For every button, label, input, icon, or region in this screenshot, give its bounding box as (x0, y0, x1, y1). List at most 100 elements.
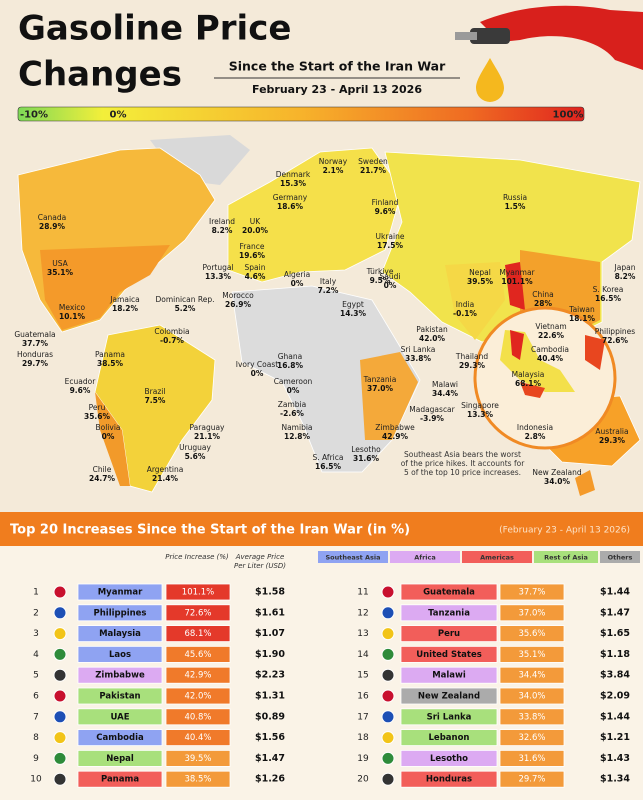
country-value: 26.9% (225, 300, 252, 309)
country-name: Guatemala (14, 330, 55, 339)
flag (53, 627, 67, 641)
flag (53, 585, 67, 599)
country-name: Australia (595, 427, 628, 436)
country-cell (77, 770, 163, 788)
country-name: Italy (320, 277, 337, 286)
country-value: 16.8% (277, 361, 304, 370)
country-value: 9.6% (375, 207, 396, 216)
country-cell (400, 625, 498, 642)
country-name: Canada (38, 213, 67, 222)
country: Tanzania (428, 608, 470, 618)
country: Myanmar (98, 588, 143, 598)
country-value: 9.6% (70, 386, 91, 395)
price: $3.84 (600, 670, 630, 681)
country-name: Ghana (278, 352, 303, 361)
country-name: Myanmar (499, 268, 535, 277)
country-name: China (532, 290, 553, 299)
increase-cell (165, 666, 231, 684)
country-value: 37.7% (22, 339, 49, 348)
country-name: Lesotho (351, 445, 381, 454)
column-header-box: Price Increase (%) (165, 553, 229, 561)
increase-cell (165, 625, 231, 642)
country: Zimbabwe (95, 671, 145, 681)
rank: 8 (33, 733, 39, 743)
price: $1.07 (255, 628, 285, 639)
increase-cell (499, 583, 565, 601)
increase-cell (165, 770, 231, 788)
country-name: Germany (273, 193, 308, 202)
increase: 68.1% (184, 629, 211, 639)
country-value: 1.5% (505, 202, 526, 211)
country-value: 34.4% (432, 389, 459, 398)
increase: 34.0% (518, 692, 545, 702)
rank: 4 (33, 650, 39, 660)
country-value: 18.6% (277, 202, 304, 211)
country-name: Taiwan (568, 305, 595, 314)
increase-cell (499, 770, 565, 788)
rank: 5 (33, 671, 39, 681)
country: Lebanon (429, 733, 470, 743)
country-value: 0% (291, 279, 304, 288)
country-name: Brazil (145, 387, 166, 396)
price: $1.18 (600, 649, 630, 660)
rank: 19 (357, 754, 369, 764)
flag (53, 668, 67, 682)
increase: 45.6% (184, 650, 211, 660)
flag (53, 606, 67, 620)
country-value: 8.2% (212, 226, 233, 235)
flag (53, 710, 67, 724)
price: $0.89 (255, 711, 285, 722)
country-value: 20.0% (242, 226, 269, 235)
country-name: USA (52, 259, 68, 268)
country: Cambodia (96, 733, 144, 743)
legend-label: Southeast Asia (325, 554, 380, 562)
country-name: Cameroon (274, 377, 313, 386)
title-line: Gasoline Price (18, 9, 291, 49)
country-name: Tanzania (363, 375, 397, 384)
country-value: 0% (102, 432, 115, 441)
country-name: Paraguay (189, 423, 225, 432)
country-value: 7.2% (318, 286, 339, 295)
country-cell (77, 750, 163, 767)
rank: 11 (357, 588, 368, 598)
price: $2.23 (255, 670, 285, 681)
flag (53, 751, 67, 765)
pump-nozzle (455, 5, 643, 102)
rank: 14 (357, 650, 369, 660)
increase-cell (499, 708, 565, 726)
world-map (17, 135, 641, 496)
country-value: 4.6% (245, 272, 266, 281)
country-value: 8.2% (615, 272, 636, 281)
country-name: Zimbabwe (375, 423, 415, 432)
flag (53, 731, 67, 745)
country-name: Finland (372, 198, 399, 207)
increase: 42.0% (184, 692, 211, 702)
country-value: 2.8% (525, 432, 546, 441)
country-value: 9.5% (370, 276, 391, 285)
country-value: 21.7% (360, 166, 387, 175)
increase: 42.9% (184, 671, 211, 681)
flag (381, 668, 395, 682)
rank: 10 (30, 775, 42, 785)
country-cell (77, 708, 163, 726)
increase: 35.6% (518, 629, 545, 639)
country-name: S. Africa (313, 453, 344, 462)
price: $1.44 (600, 711, 630, 722)
country-name: Algeria (284, 270, 310, 279)
increase: 37.7% (518, 588, 545, 598)
flag (381, 772, 395, 786)
increase: 29.7% (518, 775, 545, 785)
country-name: Thailand (455, 352, 488, 361)
country-value: -0.7% (160, 336, 184, 345)
increase-cell (499, 625, 565, 642)
country-value: 101.1% (501, 277, 533, 286)
country-name: Chile (93, 465, 112, 474)
country-cell (400, 666, 498, 684)
price: $2.09 (600, 691, 630, 702)
country-name: Spain (245, 263, 266, 272)
country-value: 10.1% (59, 312, 86, 321)
country-value: 35.6% (84, 412, 111, 421)
country-name: Colombia (154, 327, 189, 336)
country-value: 21.1% (194, 432, 221, 441)
